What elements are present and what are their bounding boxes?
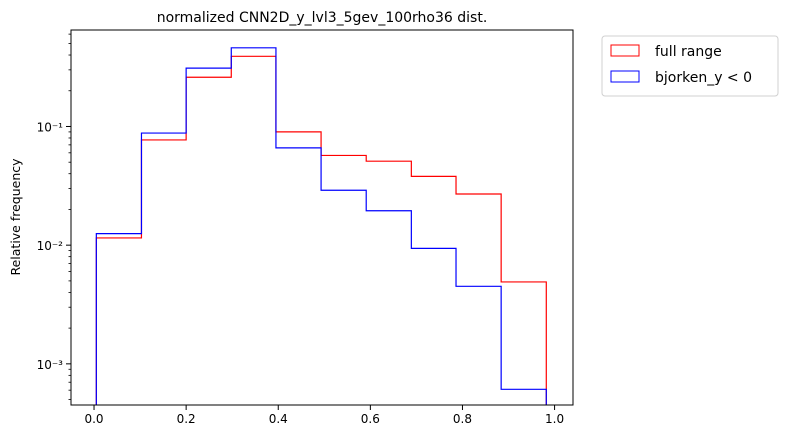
histogram-bin-bjorken-y-0-5 [321, 190, 366, 405]
legend-label-bjorken-y: bjorken_y < 0 [655, 70, 752, 86]
y-tick-label: 10⁻¹ [37, 120, 64, 134]
legend-swatch-full-range [610, 44, 640, 57]
histogram-bin-bjorken-y-0-6 [366, 211, 411, 405]
histogram-bin-bjorken-y-0-7 [411, 248, 456, 405]
histogram-bin-full-range-9 [501, 282, 546, 405]
x-tick-label: 0.6 [361, 412, 380, 426]
series-full-range-step [95, 55, 547, 405]
legend: full range bjorken_y < 0 [601, 35, 779, 97]
legend-frame [601, 35, 779, 97]
legend-entry-bjorken-y: bjorken_y < 0 [610, 70, 752, 86]
series-group [95, 47, 547, 405]
histogram-bin-bjorken-y-0-2 [186, 68, 231, 405]
y-axis-label: Relative frequency [8, 158, 23, 276]
y-tick-label: 10⁻² [37, 239, 64, 253]
x-tick-label: 0.0 [84, 412, 103, 426]
histogram-bin-bjorken-y-0-8 [456, 286, 501, 405]
chart-title: normalized CNN2D_y_lvl3_5gev_100rho36 di… [157, 10, 488, 26]
histogram-bin-bjorken-y-0-4 [276, 148, 321, 405]
histogram-bin-bjorken-y-0-9 [501, 389, 546, 405]
x-tick-label: 1.0 [545, 412, 564, 426]
x-axis-ticks: 0.0 0.2 0.4 0.6 0.8 1.0 [84, 405, 564, 426]
x-tick-label: 0.2 [177, 412, 196, 426]
histogram-bin-bjorken-y-0-3 [231, 48, 276, 405]
y-axis-ticks: 10⁻³ 10⁻² 10⁻¹ [37, 33, 71, 400]
y-tick-label: 10⁻³ [37, 358, 64, 372]
x-tick-label: 0.8 [453, 412, 472, 426]
legend-swatch-bjorken-y [610, 70, 640, 83]
x-tick-label: 0.4 [269, 412, 288, 426]
series-bjorken-y-0-step [95, 47, 547, 405]
histogram-bin-bjorken-y-0-0 [96, 234, 141, 405]
legend-entry-full-range: full range [610, 44, 722, 60]
plot-area-frame [70, 29, 574, 406]
legend-label-full-range: full range [655, 44, 722, 60]
histogram-bin-bjorken-y-0-1 [141, 133, 186, 405]
